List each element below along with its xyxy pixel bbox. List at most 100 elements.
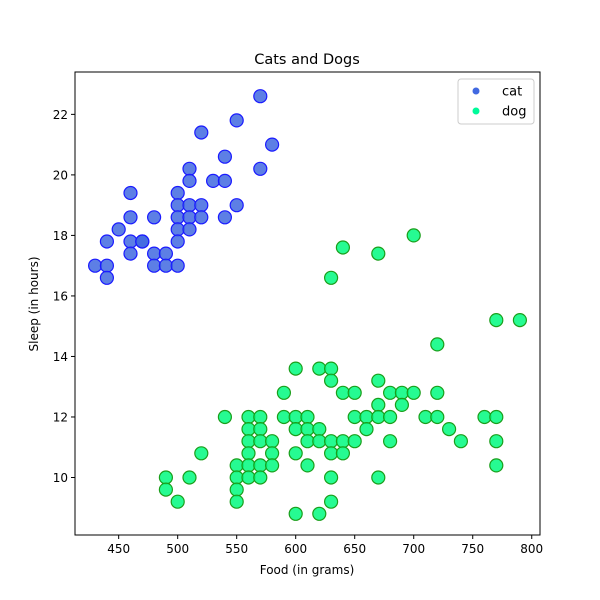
- dog-point: [229, 482, 244, 497]
- dog-point: [276, 409, 291, 425]
- dog-point: [265, 434, 280, 449]
- cat-point: [182, 210, 197, 225]
- dog-point: [312, 422, 327, 437]
- y-tick-label: 18: [53, 229, 68, 243]
- cat-point: [194, 125, 209, 140]
- cat-point: [87, 258, 103, 273]
- dog-point: [265, 458, 280, 473]
- cat-point: [99, 234, 115, 249]
- dog-point: [253, 470, 268, 485]
- cat-point: [182, 198, 197, 213]
- dog-point: [265, 446, 280, 461]
- y-tick-label: 14: [53, 350, 68, 364]
- dog-point: [300, 422, 315, 437]
- y-tick-label: 20: [53, 168, 68, 182]
- dog-point: [335, 240, 350, 255]
- x-tick-label: 650: [343, 542, 366, 556]
- dog-series: [158, 228, 528, 521]
- dog-point: [383, 434, 398, 449]
- dog-point: [335, 385, 350, 400]
- dog-point: [241, 422, 256, 437]
- dog-point: [371, 246, 386, 261]
- dog-point: [253, 422, 268, 437]
- dog-point: [406, 385, 421, 400]
- cat-point: [182, 222, 197, 237]
- dog-point: [288, 409, 303, 425]
- dog-point: [241, 470, 256, 485]
- cat-point: [265, 137, 280, 152]
- dog-point: [288, 361, 303, 376]
- cat-point: [217, 149, 232, 164]
- y-tick-label: 16: [53, 289, 68, 303]
- dog-point: [194, 446, 209, 461]
- dog-point: [477, 409, 492, 425]
- dog-point: [158, 482, 173, 497]
- cat-point: [194, 210, 209, 225]
- dog-point: [430, 337, 445, 352]
- dog-point: [312, 434, 327, 449]
- dog-point: [383, 409, 398, 425]
- dog-point: [512, 313, 528, 328]
- y-tick-label: 12: [53, 410, 68, 424]
- chart-title: Cats and Dogs: [254, 52, 360, 68]
- dog-point: [359, 409, 374, 425]
- dog-point: [324, 373, 339, 388]
- dog-point: [253, 434, 268, 449]
- y-tick-label: 10: [53, 471, 68, 485]
- cat-point: [229, 198, 244, 213]
- cat-point: [170, 210, 185, 225]
- dog-point: [347, 409, 362, 425]
- dog-point: [170, 494, 185, 509]
- dog-point: [241, 434, 256, 449]
- x-tick-label: 700: [402, 542, 425, 556]
- cat-point: [123, 246, 138, 261]
- dog-point: [253, 458, 268, 473]
- cat-point: [170, 222, 185, 237]
- x-axis-label: Food (in grams): [260, 563, 355, 577]
- dog-point: [182, 470, 197, 485]
- dog-point: [158, 470, 173, 485]
- dog-point: [229, 470, 244, 485]
- dog-point: [406, 228, 421, 243]
- cat-point: [135, 234, 150, 249]
- dog-point: [383, 385, 398, 400]
- cat-point: [206, 173, 221, 188]
- cat-point: [147, 258, 162, 273]
- dog-point: [442, 422, 457, 437]
- cat-point: [170, 234, 185, 249]
- legend-marker-dog: [472, 107, 480, 115]
- dog-point: [489, 409, 504, 425]
- dog-point: [324, 446, 339, 461]
- cat-point: [217, 173, 232, 188]
- dog-point: [371, 373, 386, 388]
- cat-point: [99, 270, 115, 285]
- dog-point: [430, 385, 445, 400]
- cat-point: [194, 198, 209, 213]
- dog-point: [288, 422, 303, 437]
- dog-point: [217, 409, 232, 425]
- dog-point: [312, 506, 327, 521]
- dog-point: [300, 409, 315, 425]
- dog-point: [300, 458, 315, 473]
- legend-label-dog: dog: [502, 105, 526, 120]
- dog-point: [371, 397, 386, 412]
- dog-point: [324, 270, 339, 285]
- dog-point: [241, 458, 256, 473]
- dog-point: [489, 313, 504, 328]
- plot-area: [87, 89, 528, 521]
- legend: cat dog: [457, 78, 535, 125]
- dog-point: [371, 409, 386, 425]
- dog-point: [394, 385, 409, 400]
- dog-point: [312, 361, 327, 376]
- cat-point: [170, 258, 185, 273]
- cat-point: [253, 161, 268, 176]
- cat-point: [182, 173, 197, 188]
- dog-point: [394, 397, 409, 412]
- axes-frame: [74, 71, 541, 536]
- cat-point: [123, 210, 138, 225]
- dog-point: [489, 458, 504, 473]
- dog-point: [324, 361, 339, 376]
- dog-point: [359, 422, 374, 437]
- dog-point: [324, 470, 339, 485]
